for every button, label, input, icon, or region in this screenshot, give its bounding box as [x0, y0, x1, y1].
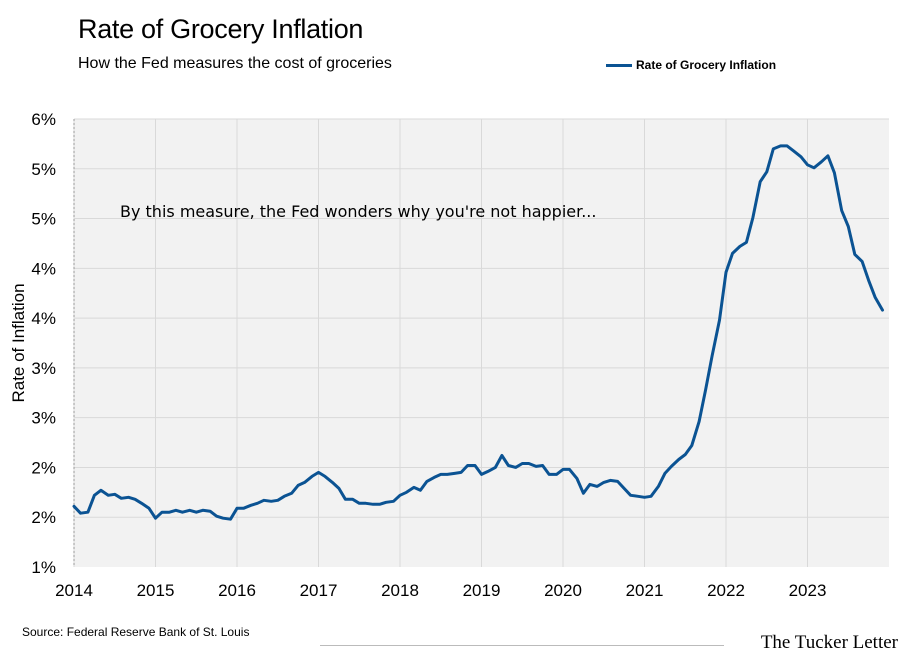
- x-tick-label: 2018: [381, 581, 419, 600]
- y-tick-label: 2%: [31, 508, 56, 527]
- source-note: Source: Federal Reserve Bank of St. Loui…: [22, 625, 250, 639]
- x-tick-label: 2017: [300, 581, 338, 600]
- x-tick-label: 2023: [789, 581, 827, 600]
- series-line-grocery-inflation: [72, 144, 884, 521]
- chart-subtitle: How the Fed measures the cost of groceri…: [78, 55, 392, 72]
- x-tick-label: 2020: [544, 581, 582, 600]
- x-tick-label: 2021: [626, 581, 664, 600]
- y-tick-label: 6%: [31, 110, 56, 129]
- y-tick-label: 4%: [31, 309, 56, 328]
- y-tick-label: 5%: [31, 210, 56, 229]
- y-tick-label: 2%: [31, 458, 56, 477]
- legend: Rate of Grocery Inflation: [606, 58, 776, 72]
- annotation-text: By this measure, the Fed wonders why you…: [120, 202, 596, 221]
- y-axis-label: Rate of Inflation: [9, 283, 28, 402]
- x-tick-label: 2015: [137, 581, 175, 600]
- footer-divider: [320, 645, 724, 646]
- brand-logo: The Tucker Letter: [760, 632, 898, 653]
- legend-label: Rate of Grocery Inflation: [636, 58, 777, 72]
- chart-title: Rate of Grocery Inflation: [78, 14, 364, 44]
- y-tick-label: 4%: [31, 259, 56, 278]
- x-tick-label: 2022: [707, 581, 745, 600]
- x-tick-label: 2014: [55, 581, 93, 600]
- y-tick-label: 1%: [31, 558, 56, 577]
- x-tick-label: 2019: [463, 581, 501, 600]
- y-tick-label: 3%: [31, 359, 56, 378]
- y-tick-label: 5%: [31, 160, 56, 179]
- y-tick-label: 3%: [31, 409, 56, 428]
- legend-line-swatch: [606, 63, 632, 67]
- x-tick-label: 2016: [218, 581, 256, 600]
